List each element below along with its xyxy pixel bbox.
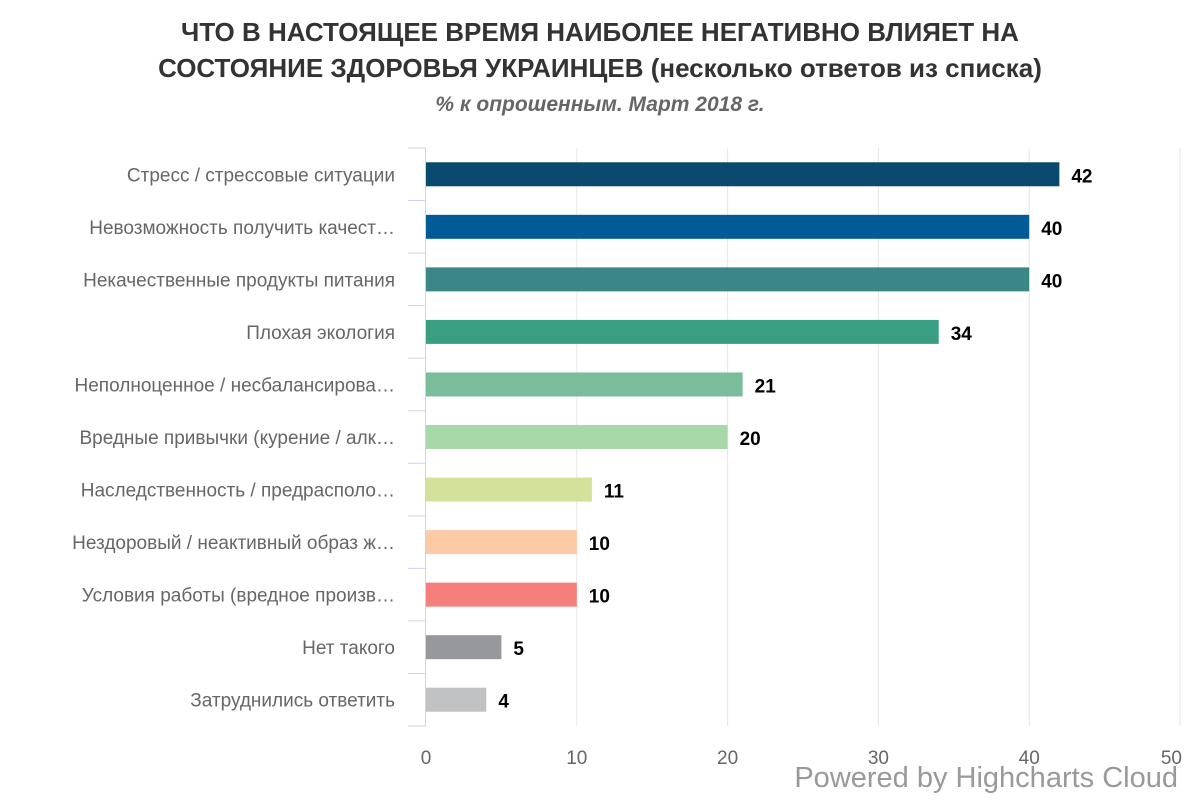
bar-8[interactable] [426, 530, 577, 555]
chart-title: ЧТО В НАСТОЯЩЕЕ ВРЕМЯ НАИБОЛЕЕ НЕГАТИВНО… [0, 14, 1200, 86]
category-label-2: Невозможность получить качест… [89, 218, 395, 239]
data-label-11: 4 [498, 692, 509, 713]
category-label-5: Неполноценное / несбалансирова… [75, 375, 395, 396]
data-label-3: 40 [1041, 271, 1062, 292]
data-label-9: 10 [589, 587, 610, 608]
category-label-10: Нет такого [302, 638, 395, 659]
data-labels: 42 40 40 34 21 20 11 10 10 5 4 [498, 166, 1092, 712]
bar-3[interactable] [426, 267, 1030, 292]
bar-2[interactable] [426, 214, 1030, 239]
bar-5[interactable] [426, 372, 743, 397]
data-label-10: 5 [513, 639, 524, 660]
x-tick-label-40: 40 [1019, 748, 1040, 769]
x-tick-label-50: 50 [1161, 748, 1182, 769]
bar-6[interactable] [426, 425, 728, 449]
category-label-1: Стресс / стрессовые ситуации [127, 165, 395, 186]
bar-10[interactable] [426, 635, 502, 660]
credits-link[interactable]: Powered by Highcharts Cloud [794, 762, 1178, 794]
grid-lines [408, 147, 1181, 727]
x-tick-label-10: 10 [566, 748, 587, 769]
data-label-4: 34 [951, 324, 973, 345]
category-label-3: Некачественные продукты питания [83, 270, 395, 291]
bar-4[interactable] [426, 319, 939, 344]
category-label-9: Условия работы (вредное произв… [82, 586, 395, 607]
category-axis-labels: Стресс / стрессовые ситуации Невозможност… [72, 165, 395, 711]
data-label-6: 20 [740, 429, 761, 450]
category-label-8: Нездоровый / неактивный образ ж… [72, 533, 395, 554]
chart-title-line-1: ЧТО В НАСТОЯЩЕЕ ВРЕМЯ НАИБОЛЕЕ НЕГАТИВНО… [181, 17, 1019, 47]
chart-subtitle: % к опрошенным. Март 2018 г. [435, 93, 765, 116]
bar-1[interactable] [426, 162, 1060, 187]
data-label-5: 21 [755, 376, 777, 397]
bar-series [426, 162, 1060, 712]
bar-9[interactable] [426, 582, 577, 607]
x-tick-label-20: 20 [717, 748, 738, 769]
value-axis-labels: 0 10 20 30 40 50 [421, 748, 1182, 769]
x-tick-label-30: 30 [868, 748, 889, 769]
chart-title-line-2: СОСТОЯНИЕ ЗДОРОВЬЯ УКРАИНЦЕВ (несколько … [158, 53, 1042, 83]
category-label-11: Затруднились ответить [190, 691, 395, 712]
data-label-8: 10 [589, 534, 610, 555]
category-label-6: Вредные привычки (курение / алк… [79, 428, 395, 449]
data-label-1: 42 [1071, 166, 1092, 187]
data-label-2: 40 [1041, 219, 1062, 240]
x-tick-label-0: 0 [421, 748, 432, 769]
category-label-7: Наследственность / предрасполо… [81, 481, 395, 502]
data-label-7: 11 [604, 482, 625, 503]
category-label-4: Плохая экология [246, 323, 395, 344]
bar-11[interactable] [426, 687, 487, 712]
bar-7[interactable] [426, 477, 592, 502]
